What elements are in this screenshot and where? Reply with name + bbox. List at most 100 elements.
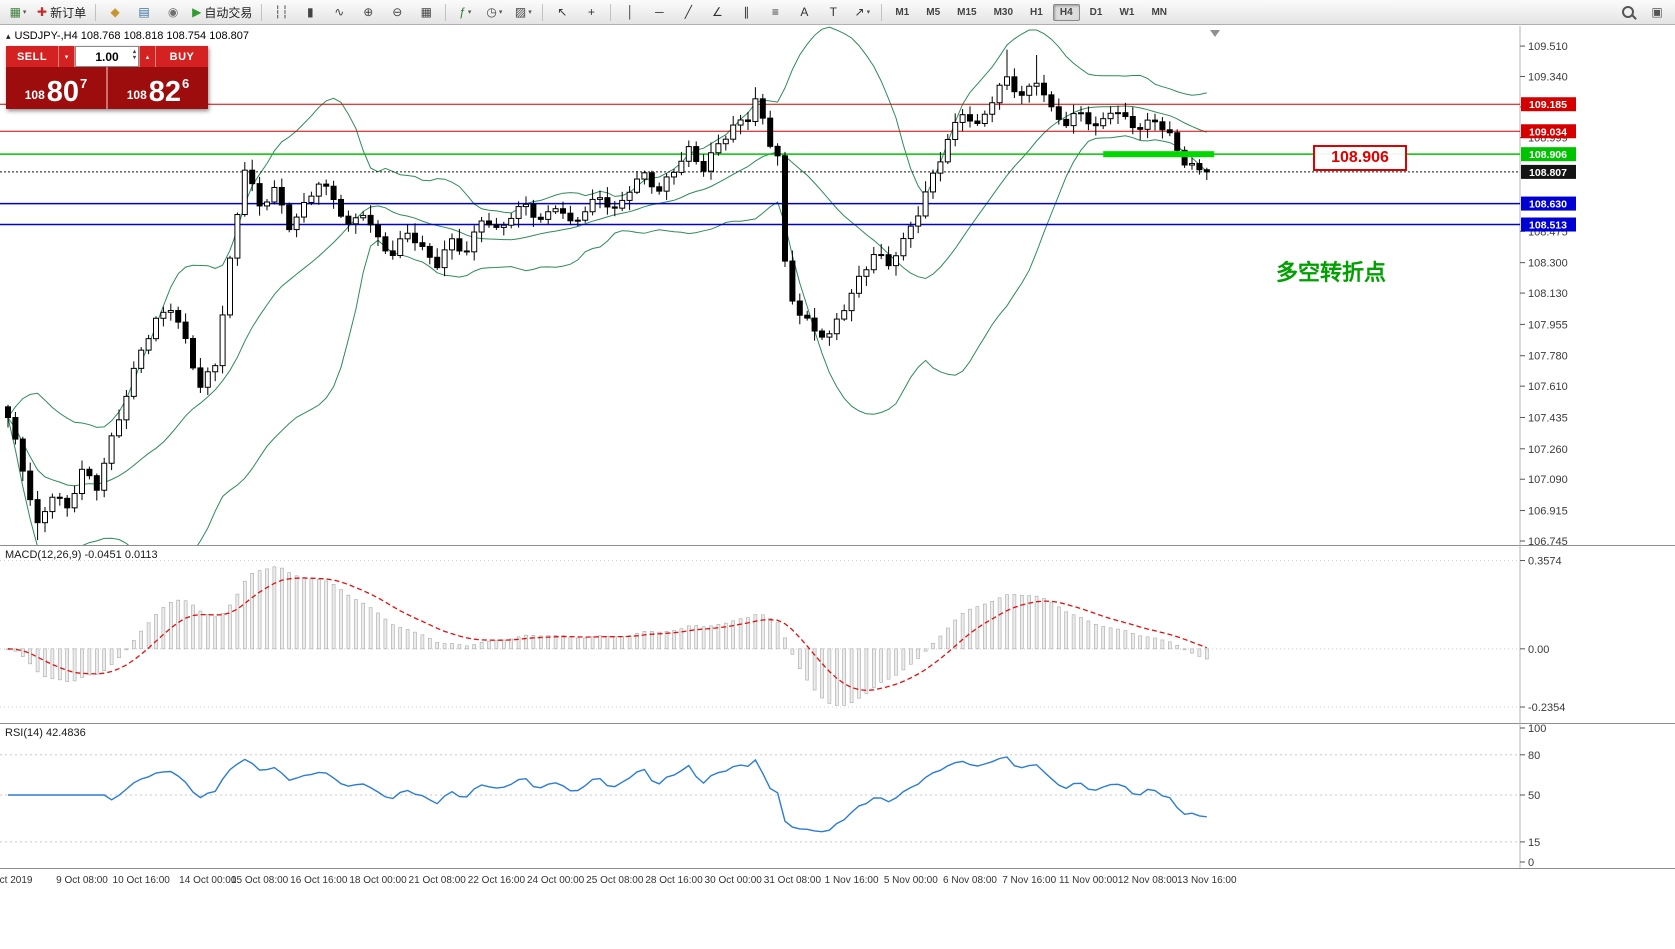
timeframe-h4-button[interactable]: H4 bbox=[1052, 3, 1080, 21]
templates-icon: ▨ bbox=[514, 5, 527, 19]
macd-label: MACD(12,26,9) -0.0451 0.0113 bbox=[5, 549, 158, 561]
timeframe-m30-button[interactable]: M30 bbox=[993, 6, 1014, 18]
chart-annotation-text[interactable]: 多空转折点 bbox=[1276, 260, 1387, 285]
svg-text:-0.2354: -0.2354 bbox=[1528, 702, 1565, 714]
svg-text:109.340: 109.340 bbox=[1528, 71, 1568, 83]
sounds-button[interactable]: ◉ bbox=[159, 1, 187, 23]
search-icon bbox=[1622, 6, 1634, 18]
buy-options-caret-icon[interactable]: ▴ bbox=[139, 46, 156, 67]
new-chart-button[interactable]: ▦ ▾ bbox=[4, 1, 32, 23]
tile-windows-icon: ▦ bbox=[420, 5, 432, 19]
buy-price-prefix: 108 bbox=[126, 88, 147, 102]
arrows-button[interactable]: ↗ ▾ bbox=[848, 1, 876, 23]
symbol-ohlc-label: USDJPY-,H4 108.768 108.818 108.754 108.8… bbox=[14, 30, 249, 42]
rsi-panel[interactable]: 100 80 50 15 0 RSI(14) 42.4836 bbox=[0, 723, 1675, 868]
angle-trend-button[interactable]: ∠ bbox=[703, 1, 731, 23]
time-axis-label: 6 Nov 08:00 bbox=[943, 875, 997, 886]
svg-text:108.130: 108.130 bbox=[1528, 288, 1568, 300]
navigator-button[interactable]: ▤ bbox=[130, 1, 158, 23]
horizontal-line-button[interactable]: ─ bbox=[645, 1, 673, 23]
time-axis-label: 1 Nov 16:00 bbox=[824, 875, 879, 886]
price-axis-ticks: 109.510109.340109.170108.999108.475108.3… bbox=[1520, 41, 1568, 545]
horizontal-line-icon: ─ bbox=[655, 5, 664, 19]
timeframe-m1-button[interactable]: M1 bbox=[895, 6, 910, 18]
timeframe-h1-button[interactable]: H1 bbox=[1030, 6, 1043, 18]
caret-down-icon: ▾ bbox=[467, 9, 472, 16]
buy-price-pip: 6 bbox=[182, 76, 190, 91]
data-window-button[interactable]: ▣ bbox=[1643, 1, 1671, 23]
caret-down-icon: ▾ bbox=[498, 9, 503, 16]
text-icon: A bbox=[800, 5, 809, 19]
buy-price-display[interactable]: 108 82 6 bbox=[106, 67, 208, 109]
svg-text:50: 50 bbox=[1528, 790, 1540, 802]
sell-button[interactable]: SELL bbox=[6, 46, 58, 67]
buy-button[interactable]: BUY bbox=[156, 46, 208, 67]
crosshair-button[interactable]: + bbox=[577, 1, 605, 23]
vertical-line-button[interactable]: │ bbox=[616, 1, 644, 23]
new-chart-icon: ▦ bbox=[9, 5, 21, 19]
trendline-button[interactable]: ╱ bbox=[674, 1, 702, 23]
svg-text:109.510: 109.510 bbox=[1528, 41, 1568, 53]
autotrading-button[interactable]: ▶ 自动交易 bbox=[188, 1, 256, 23]
zoom-in-button[interactable]: ⊕ bbox=[354, 1, 382, 23]
svg-text:0.3574: 0.3574 bbox=[1528, 555, 1562, 567]
time-axis-label: 25 Oct 08:00 bbox=[586, 875, 644, 886]
periods-button[interactable]: ◷ ▾ bbox=[480, 1, 508, 23]
templates-button[interactable]: ▨ ▾ bbox=[509, 1, 537, 23]
macd-histogram bbox=[6, 566, 1209, 706]
fibonacci-button[interactable]: ≡ bbox=[761, 1, 789, 23]
bollinger-middle-band bbox=[7, 105, 1207, 487]
candlestick-button[interactable]: ▮ bbox=[296, 1, 324, 23]
svg-text:100: 100 bbox=[1528, 723, 1546, 735]
indicators-button[interactable]: ƒ ▾ bbox=[451, 1, 479, 23]
bollinger-lower-band bbox=[7, 135, 1208, 545]
sell-options-caret-icon[interactable]: ▾ bbox=[58, 46, 75, 67]
time-axis-label: 7 Nov 16:00 bbox=[1002, 875, 1057, 886]
time-axis-label: 13 Nov 16:00 bbox=[1177, 875, 1237, 886]
label-button[interactable]: T bbox=[819, 1, 847, 23]
tile-windows-button[interactable]: ▦ bbox=[412, 1, 440, 23]
sounds-icon: ◉ bbox=[167, 5, 179, 19]
macd-signal-line bbox=[7, 577, 1208, 692]
profiles-button[interactable]: ◆ bbox=[101, 1, 129, 23]
time-axis-label: 30 Oct 00:00 bbox=[704, 875, 762, 886]
support-highlight-bar[interactable] bbox=[1103, 151, 1215, 158]
svg-text:108.906: 108.906 bbox=[1529, 149, 1567, 161]
trade-panel-collapse-icon[interactable]: ▴ bbox=[6, 30, 11, 41]
volume-down-button[interactable]: ▾ bbox=[132, 55, 136, 61]
timeframe-d1-button[interactable]: D1 bbox=[1089, 6, 1103, 18]
svg-text:109.034: 109.034 bbox=[1529, 126, 1567, 138]
text-button[interactable]: A bbox=[790, 1, 818, 23]
caret-down-icon: ▾ bbox=[866, 9, 871, 16]
search-button[interactable] bbox=[1614, 1, 1642, 23]
svg-text:108.300: 108.300 bbox=[1528, 258, 1568, 270]
time-axis[interactable]: 8 Oct 2019 9 Oct 08:00 10 Oct 16:00 14 Oct … bbox=[0, 868, 1675, 895]
bar-chart-icon: ┆┆ bbox=[274, 5, 289, 19]
timeframe-m5-button[interactable]: M5 bbox=[926, 6, 941, 18]
zoom-out-button[interactable]: ⊖ bbox=[383, 1, 411, 23]
chart-window[interactable]: 109.510109.340109.170108.999108.475108.3… bbox=[0, 26, 1675, 949]
horizontal-level-lines[interactable] bbox=[0, 103, 1520, 226]
svg-text:106.745: 106.745 bbox=[1528, 536, 1568, 545]
new-order-button[interactable]: ✚ 新订单 bbox=[33, 1, 90, 23]
cursor-button[interactable]: ↖ bbox=[548, 1, 576, 23]
timeframe-w1-button[interactable]: W1 bbox=[1119, 6, 1135, 18]
timeframe-m15-button[interactable]: M15 bbox=[957, 6, 977, 18]
price-chart-panel[interactable]: 109.510109.340109.170108.999108.475108.3… bbox=[0, 26, 1675, 545]
volume-input[interactable]: 1.00 ▴ ▾ bbox=[75, 46, 139, 67]
bar-chart-button[interactable]: ┆┆ bbox=[267, 1, 295, 23]
macd-panel[interactable]: 0.3574 0.00 -0.2354 MACD(12,26,9) -0.0451 0… bbox=[0, 545, 1675, 723]
chart-shift-marker[interactable] bbox=[1210, 30, 1220, 37]
candlestick-icon: ▮ bbox=[307, 5, 314, 19]
line-chart-button[interactable]: ∿ bbox=[325, 1, 353, 23]
toolbar: ▦ ▾ ✚ 新订单 ◆ ▤ ◉ ▶ 自动交易 ┆┆ ▮ ∿ ⊕ ⊖ ▦ ƒ ▾ ◷ ▾ ▨ ▾ ↖ + │ ─ ╱ ∠ ∥ ≡ A T ↗ ▾ M… bbox=[0, 0, 1675, 25]
volume-up-button[interactable]: ▴ bbox=[132, 49, 136, 55]
svg-text:106.915: 106.915 bbox=[1528, 506, 1568, 518]
sell-price-display[interactable]: 108 80 7 bbox=[6, 67, 106, 109]
caret-down-icon: ▾ bbox=[528, 9, 532, 16]
timeframe-mn-button[interactable]: MN bbox=[1151, 6, 1167, 18]
channel-button[interactable]: ∥ bbox=[732, 1, 760, 23]
crosshair-icon: + bbox=[587, 5, 595, 19]
angle-trend-icon: ∠ bbox=[711, 5, 723, 19]
price-callout-box[interactable]: 108.906 bbox=[1313, 145, 1407, 171]
